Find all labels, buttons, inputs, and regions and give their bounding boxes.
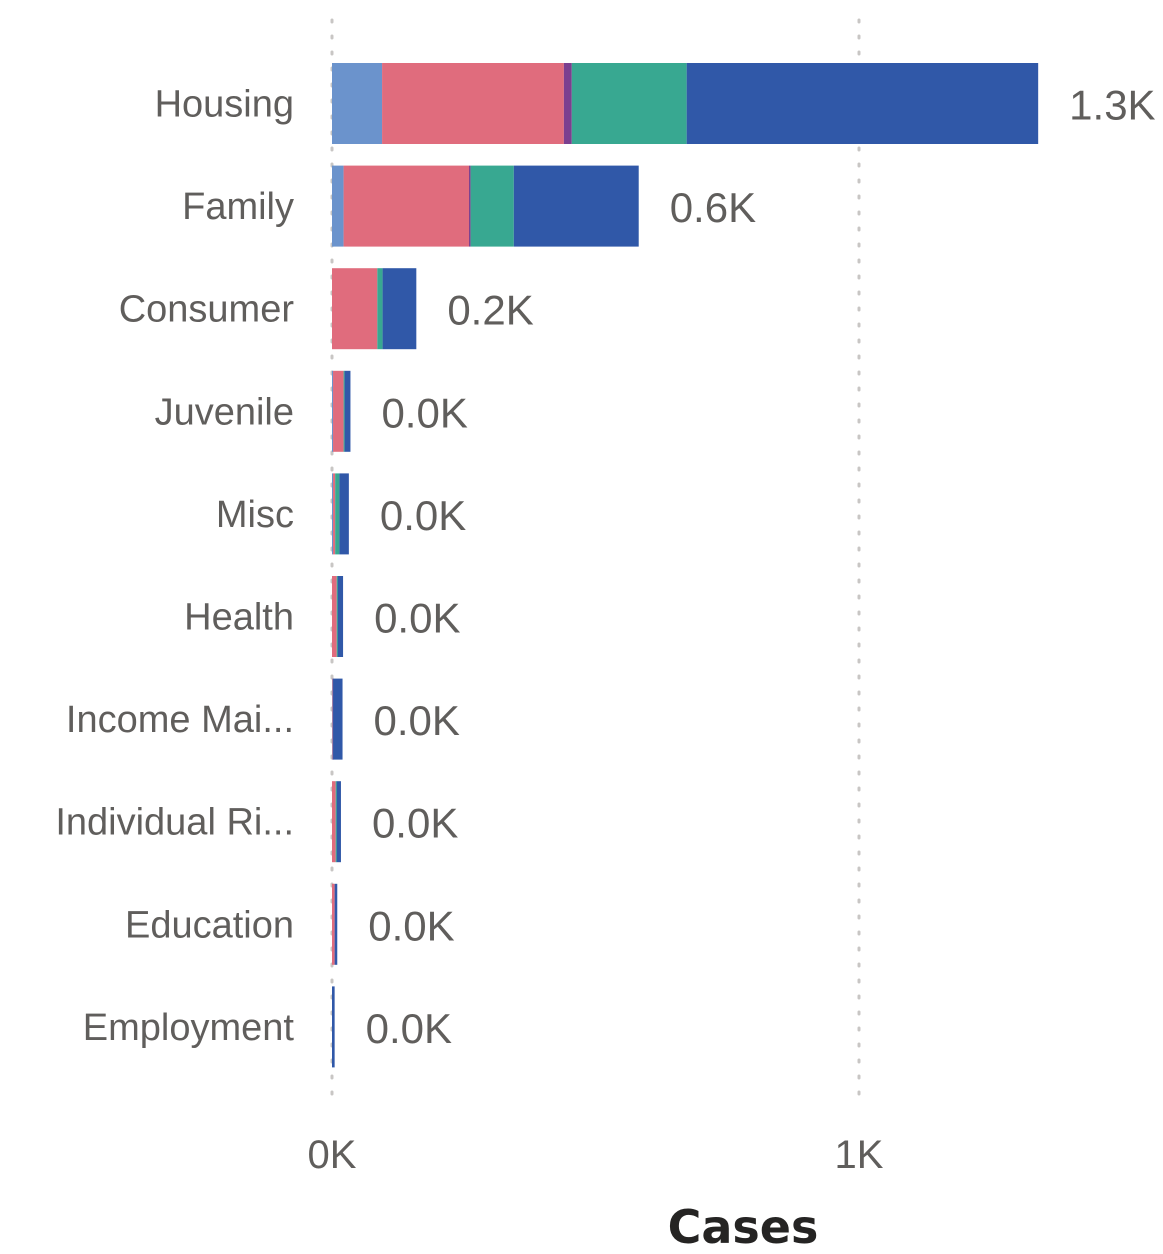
data-label: 0.2K [447,287,533,334]
labels: 0K 1K Housing 1.3K Family 0.6K Consumer 0.2K Juv… [55,82,1155,1178]
bar-segment [343,370,345,452]
bar-segment [332,576,337,657]
category-label: Education [125,904,294,946]
data-label: 1.3K [1069,82,1155,129]
data-label: 0.0K [374,697,460,744]
bar-segment [337,576,344,657]
data-label: 0.0K [380,492,466,539]
bar-segment [563,63,572,144]
category-label: Individual Ri... [55,802,294,844]
x-tick-label: 1K [835,1133,884,1177]
bar-segment [336,781,341,863]
bar-segment [332,986,335,1068]
category-label: Family [182,186,294,228]
bar-segment [513,165,639,247]
bar-segment [377,268,383,350]
bar-segment [571,63,687,144]
bar-segment [332,473,334,555]
bar-segment [470,165,514,247]
bar-segment [335,781,337,863]
bar-segment [336,576,338,657]
bar-segment [332,63,383,144]
category-label: Consumer [119,289,295,331]
data-label: 0.0K [372,800,458,847]
bar-segment [382,63,564,144]
bar-segment [382,268,417,350]
bar-segment [344,370,351,452]
data-label: 0.0K [368,902,454,949]
category-label: Juvenile [155,391,294,433]
bar-segment [334,883,338,965]
bar-segment [335,473,340,555]
bar-segment [339,473,349,555]
data-label: 0.0K [374,595,460,642]
category-label: Employment [83,1007,295,1049]
bars [332,63,1039,1068]
category-label: Housing [155,84,294,126]
bar-segment [686,63,1039,144]
bar-segment [333,370,344,452]
x-tick-label: 0K [308,1133,357,1177]
bar-segment [332,370,334,452]
category-label: Income Mai... [66,699,294,741]
data-label: 0.6K [670,184,756,231]
category-label: Misc [216,494,294,536]
category-label: Health [184,597,294,639]
x-axis-title: Cases [668,1200,819,1254]
bar-segment [333,678,343,760]
bar-segment [332,883,335,965]
data-label: 0.0K [366,1005,452,1052]
bar-segment [343,165,470,247]
bar-segment [333,473,336,555]
bar-segment [469,165,471,247]
bar-segment [332,165,344,247]
data-label: 0.0K [381,389,467,436]
bar-segment [332,268,378,350]
bar-segment [332,781,336,863]
